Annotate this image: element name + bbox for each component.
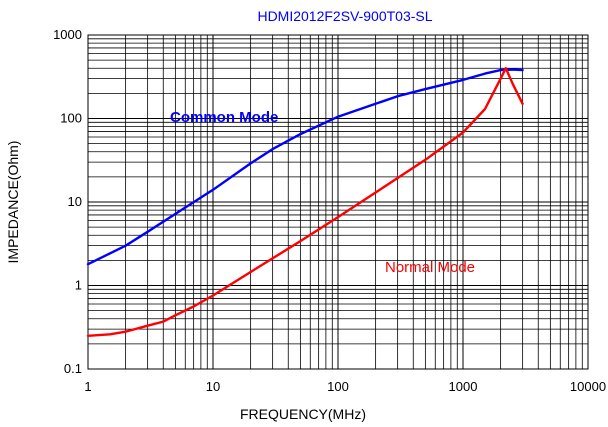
chart-title: HDMI2012F2SV-900T03-SL [257, 8, 432, 24]
y-tick-label: 100 [60, 111, 82, 126]
y-axis-title: IMPEDANCE(Ohm) [5, 141, 21, 264]
y-tick-label: 1000 [53, 27, 82, 42]
y-tick-label: 0.1 [64, 361, 82, 376]
series-label-common-mode: Common Mode [170, 109, 278, 126]
y-tick-labels: 0.1 1 10 100 1000 [53, 27, 82, 376]
x-tick-label: 1000 [449, 379, 478, 394]
x-tick-label: 10000 [570, 379, 606, 394]
series-label-normal-mode: Normal Mode [385, 259, 475, 276]
plot-frame [87, 34, 589, 370]
x-tick-label: 10 [206, 379, 220, 394]
x-tick-labels: 1 10 100 1000 10000 [84, 379, 606, 394]
x-tick-label: 1 [84, 379, 91, 394]
x-tick-label: 100 [327, 379, 349, 394]
y-tick-label: 10 [68, 194, 82, 209]
series-lines [86, 67, 524, 337]
series-line-normal-mode [86, 67, 524, 337]
series-line-common-mode [86, 68, 524, 266]
x-axis-title: FREQUENCY(MHz) [240, 406, 366, 422]
y-tick-label: 1 [75, 278, 82, 293]
